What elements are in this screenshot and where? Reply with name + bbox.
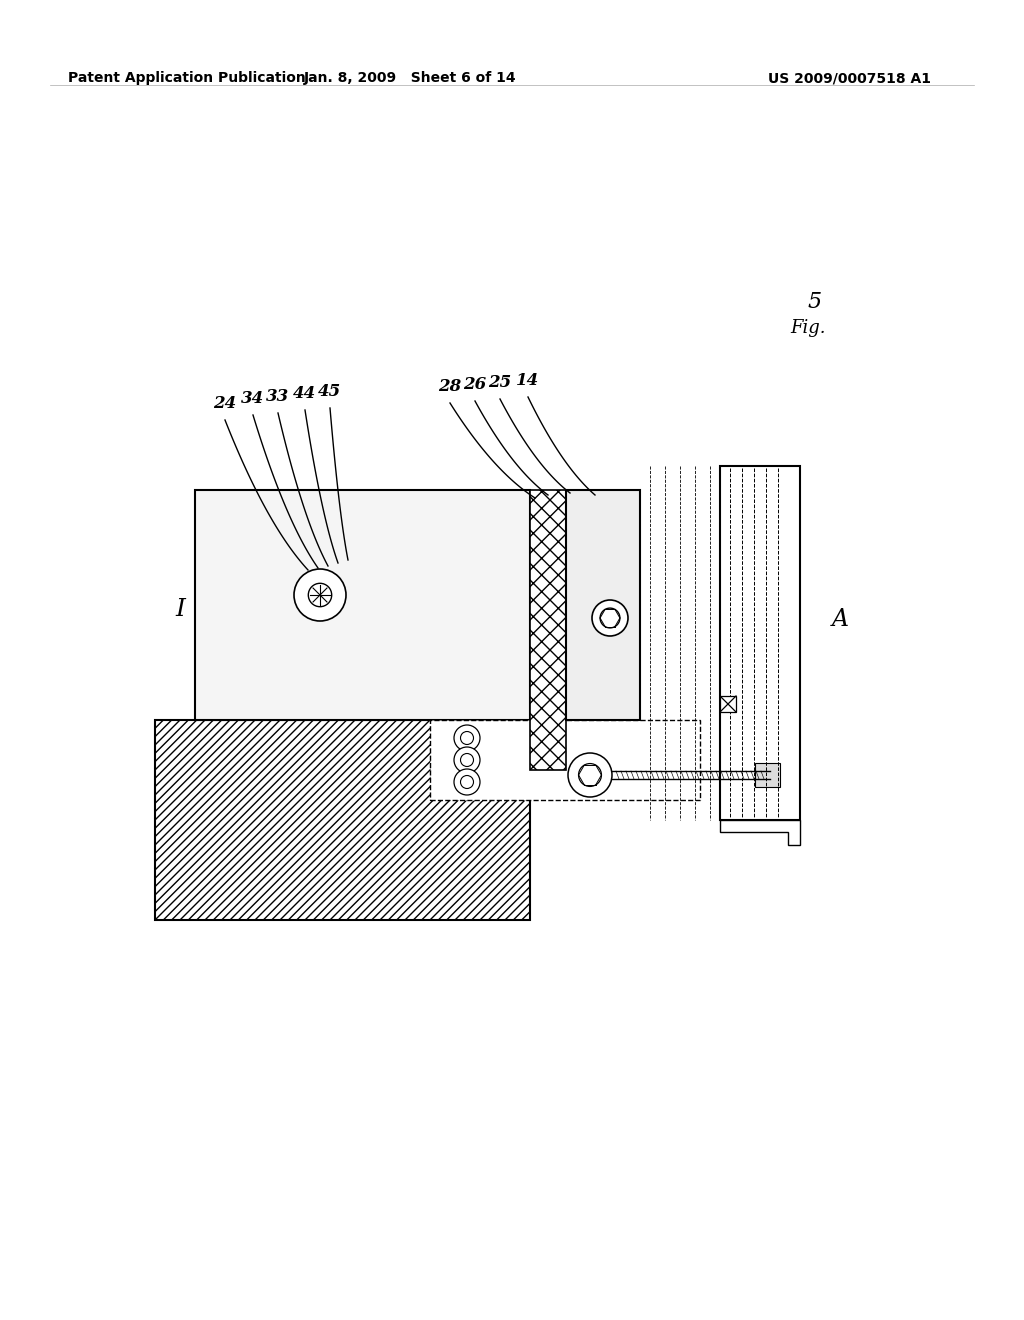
Bar [530, 490, 566, 770]
Text: Patent Application Publication: Patent Application Publication [68, 71, 306, 84]
Polygon shape [720, 820, 800, 845]
Circle shape [579, 763, 601, 787]
Text: 45: 45 [318, 383, 342, 400]
Bar [566, 490, 640, 719]
Text: I: I [175, 598, 185, 622]
Text: 28: 28 [438, 378, 462, 395]
Bar [720, 466, 800, 820]
Bar [155, 719, 530, 920]
Bar [430, 719, 700, 800]
Circle shape [461, 731, 473, 744]
Text: 14: 14 [516, 372, 540, 389]
Circle shape [592, 601, 628, 636]
Text: 25: 25 [488, 374, 512, 391]
Circle shape [308, 583, 332, 607]
Circle shape [294, 569, 346, 620]
Text: A: A [831, 609, 849, 631]
Text: US 2009/0007518 A1: US 2009/0007518 A1 [768, 71, 932, 84]
Text: 26: 26 [464, 376, 486, 393]
Text: Fig.: Fig. [790, 319, 825, 337]
Circle shape [600, 609, 620, 628]
Bar [720, 696, 736, 711]
Text: 34: 34 [242, 389, 264, 407]
Text: Jan. 8, 2009   Sheet 6 of 14: Jan. 8, 2009 Sheet 6 of 14 [304, 71, 516, 84]
Text: 5: 5 [808, 290, 822, 313]
Circle shape [461, 776, 473, 788]
Circle shape [454, 770, 480, 795]
Circle shape [454, 747, 480, 774]
Text: 33: 33 [266, 388, 290, 405]
Circle shape [461, 754, 473, 767]
Bar [195, 490, 530, 719]
Circle shape [454, 725, 480, 751]
Text: 44: 44 [293, 385, 316, 403]
Circle shape [568, 752, 612, 797]
Text: 24: 24 [213, 395, 237, 412]
Bar [755, 763, 780, 787]
